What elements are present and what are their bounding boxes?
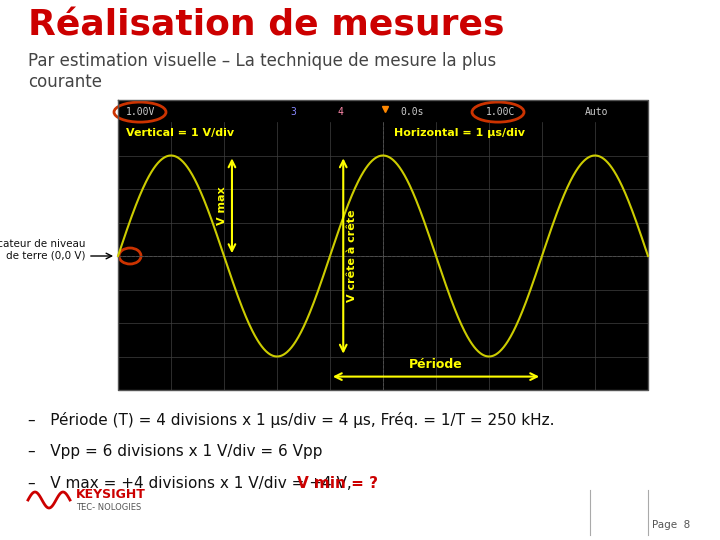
Text: Auto: Auto <box>585 107 608 117</box>
Text: Page  8: Page 8 <box>652 520 690 530</box>
Text: –   Vpp = 6 divisions x 1 V/div = 6 Vpp: – Vpp = 6 divisions x 1 V/div = 6 Vpp <box>28 444 323 459</box>
Text: 1.00V: 1.00V <box>126 107 156 117</box>
Text: V min = ?: V min = ? <box>297 476 378 491</box>
Text: Indicateur de niveau
de terre (0,0 V): Indicateur de niveau de terre (0,0 V) <box>0 239 85 261</box>
Text: V crête à crête: V crête à crête <box>347 210 357 302</box>
Bar <box>118 100 648 390</box>
Text: 3: 3 <box>290 107 296 117</box>
Text: 4: 4 <box>338 107 343 117</box>
Text: 0.0s: 0.0s <box>400 107 424 117</box>
Text: Vertical = 1 V/div: Vertical = 1 V/div <box>126 128 234 138</box>
Text: Horizontal = 1 μs/div: Horizontal = 1 μs/div <box>394 128 525 138</box>
Text: TEC- NOLOGIES: TEC- NOLOGIES <box>76 503 141 511</box>
Text: V max: V max <box>217 186 227 225</box>
Text: 1.00C: 1.00C <box>486 107 516 117</box>
Text: Période: Période <box>409 357 463 370</box>
Text: –   V max = +4 divisions x 1 V/div = +4 V,: – V max = +4 divisions x 1 V/div = +4 V, <box>28 476 356 491</box>
Text: Par estimation visuelle – La technique de mesure la plus
courante: Par estimation visuelle – La technique d… <box>28 52 496 91</box>
Text: KEYSIGHT: KEYSIGHT <box>76 488 146 501</box>
Text: Réalisation de mesures: Réalisation de mesures <box>28 8 505 42</box>
Text: –   Période (T) = 4 divisions x 1 μs/div = 4 μs, Fréq. = 1/T = 250 kHz.: – Période (T) = 4 divisions x 1 μs/div =… <box>28 412 554 428</box>
